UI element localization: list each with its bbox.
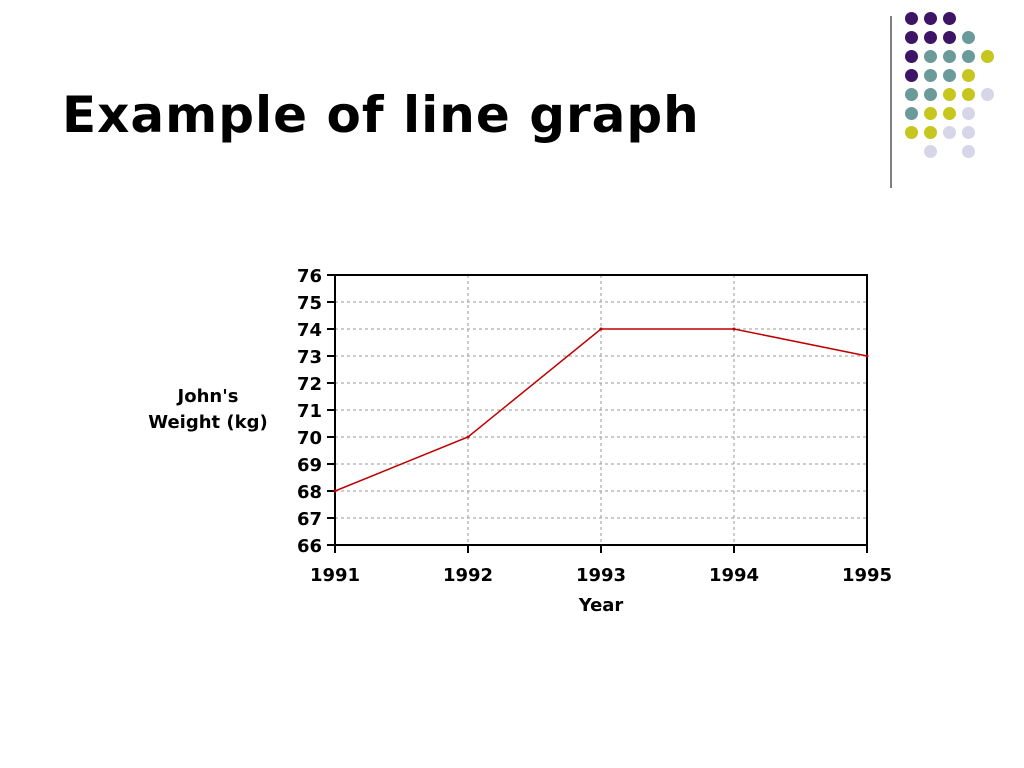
series-layer — [333, 327, 869, 493]
decorative-dot — [943, 50, 956, 63]
decorative-dot — [962, 31, 975, 44]
data-point — [599, 327, 603, 331]
decorative-dot — [905, 31, 918, 44]
x-tick-label: 1992 — [443, 565, 493, 586]
y-tick-label: 75 — [297, 293, 322, 314]
decorative-divider — [890, 16, 892, 188]
y-tick-label: 69 — [297, 455, 322, 476]
decorative-dot — [905, 69, 918, 82]
decorative-dot — [924, 12, 937, 25]
decorative-dot — [905, 107, 918, 120]
decorative-dot — [962, 88, 975, 101]
decorative-dot — [924, 88, 937, 101]
decorative-dot — [981, 50, 994, 63]
decorative-dot — [943, 12, 956, 25]
decorative-dot — [924, 50, 937, 63]
y-tick-label: 70 — [297, 428, 322, 449]
decorative-dot — [905, 88, 918, 101]
y-tick-label: 71 — [297, 401, 322, 422]
data-point — [732, 327, 736, 331]
y-axis-label-line-2: Weight (kg) — [148, 412, 267, 433]
decorative-dot — [962, 107, 975, 120]
decorative-dot-grid — [905, 12, 1015, 162]
y-tick-label: 72 — [297, 374, 322, 395]
decorative-dot — [943, 88, 956, 101]
data-point — [466, 435, 470, 439]
data-point — [333, 489, 337, 493]
x-axis-label: Year — [578, 595, 624, 616]
decorative-dot — [924, 126, 937, 139]
x-tick-label: 1995 — [842, 565, 892, 586]
x-tick-label: 1991 — [310, 565, 360, 586]
decorative-dot — [943, 107, 956, 120]
decorative-dot — [924, 69, 937, 82]
decorative-dot — [943, 126, 956, 139]
y-tick-label: 66 — [297, 536, 322, 557]
y-axis-label-line-1: John's — [176, 386, 239, 407]
decorative-dot — [905, 50, 918, 63]
x-tick-labels: 1991 1992 1993 1994 1995 — [310, 565, 892, 586]
decorative-dot — [962, 69, 975, 82]
y-tick-label: 73 — [297, 347, 322, 368]
decorative-dot — [924, 107, 937, 120]
y-tick-labels: 66 67 68 69 70 71 72 73 74 75 76 — [297, 266, 322, 557]
decorative-dot — [943, 31, 956, 44]
decorative-dot — [905, 126, 918, 139]
plot-frame — [334, 274, 868, 546]
data-point — [865, 354, 869, 358]
decorative-dot — [981, 88, 994, 101]
y-tick-label: 76 — [297, 266, 322, 287]
decorative-dot — [943, 69, 956, 82]
slide-title: Example of line graph — [62, 86, 700, 144]
x-tick-label: 1993 — [576, 565, 626, 586]
decorative-dot — [962, 145, 975, 158]
decorative-dot — [962, 50, 975, 63]
decorative-dot — [924, 145, 937, 158]
decorative-dot — [924, 31, 937, 44]
y-tick-label: 68 — [297, 482, 322, 503]
decorative-dot — [905, 12, 918, 25]
axis-ticks — [327, 274, 868, 553]
y-tick-label: 67 — [297, 509, 322, 530]
x-tick-label: 1994 — [709, 565, 759, 586]
y-tick-label: 74 — [297, 320, 322, 341]
decorative-dot — [962, 126, 975, 139]
